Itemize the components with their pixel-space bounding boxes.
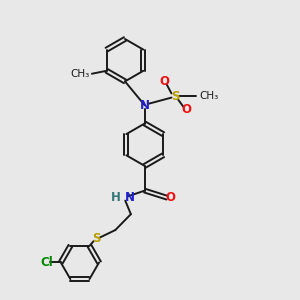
Text: H: H <box>111 191 121 204</box>
Text: Cl: Cl <box>40 256 53 269</box>
Text: O: O <box>159 75 169 88</box>
Text: CH₃: CH₃ <box>70 69 89 79</box>
Text: CH₃: CH₃ <box>199 92 218 101</box>
Text: O: O <box>181 103 191 116</box>
Text: S: S <box>171 90 179 103</box>
Text: N: N <box>125 191 135 204</box>
Text: O: O <box>166 191 176 204</box>
Text: S: S <box>92 232 101 245</box>
Text: N: N <box>140 99 150 112</box>
